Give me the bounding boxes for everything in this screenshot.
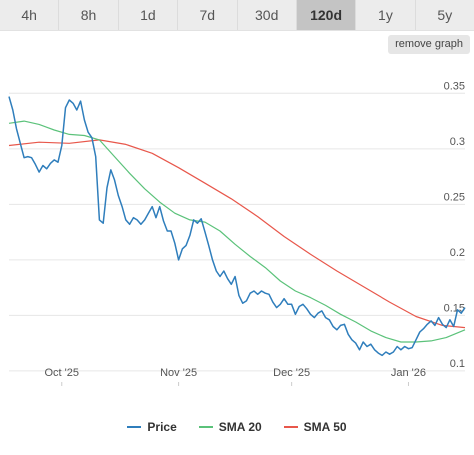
series-line-price	[8, 96, 466, 357]
legend-swatch	[127, 426, 142, 428]
tab-5y[interactable]: 5y	[437, 7, 453, 23]
x-tick-label: Jan '26	[391, 367, 426, 379]
tab-7d[interactable]: 7d	[178, 0, 238, 30]
chart-legend: Price SMA 20 SMA 50	[0, 420, 474, 434]
remove-graph-button[interactable]: remove graph	[388, 35, 470, 54]
tab-8h[interactable]: 8h	[59, 0, 119, 30]
tab-4h[interactable]: 4h	[0, 0, 60, 30]
y-tick-label: 0.3	[450, 136, 465, 148]
y-tick-label: 0.2	[450, 247, 465, 259]
x-axis-ticks	[61, 382, 409, 386]
x-tick-label: Oct '25	[45, 367, 80, 379]
legend-swatch	[283, 426, 298, 428]
x-axis-labels: Oct '25 Nov '25 Dec '25 Jan '26	[45, 367, 427, 379]
legend-label: SMA 50	[303, 420, 347, 434]
price-chart: 0.10.150.20.250.30.35 Oct '25 Nov '25 Dec …	[8, 80, 466, 386]
tab-120d[interactable]: 120d	[296, 0, 357, 30]
legend-label: SMA 20	[218, 420, 262, 434]
timeframe-tabs: 4h 8h 1d 7d 30d 120d 1y 5y	[0, 0, 474, 31]
tab-1y[interactable]: 1y	[356, 0, 416, 30]
chart-gridlines	[9, 92, 465, 372]
series-lines	[8, 96, 466, 357]
series-line-sma-20	[8, 120, 466, 343]
y-tick-label: 0.35	[444, 80, 465, 92]
legend-item-sma-50[interactable]: SMA 50	[283, 420, 347, 434]
x-tick-label: Nov '25	[160, 367, 197, 379]
x-tick-label: Dec '25	[273, 367, 310, 379]
y-tick-label: 0.25	[444, 191, 465, 203]
legend-item-price[interactable]: Price	[127, 420, 177, 434]
legend-item-sma-20[interactable]: SMA 20	[198, 420, 262, 434]
y-axis-labels: 0.10.150.20.250.30.35	[444, 80, 465, 370]
y-tick-label: 0.1	[450, 358, 465, 370]
tab-30d[interactable]: 30d	[238, 0, 297, 30]
tab-1d[interactable]: 1d	[119, 0, 179, 30]
legend-label: Price	[147, 420, 177, 434]
legend-swatch	[198, 426, 213, 428]
series-line-sma-50	[8, 139, 466, 329]
